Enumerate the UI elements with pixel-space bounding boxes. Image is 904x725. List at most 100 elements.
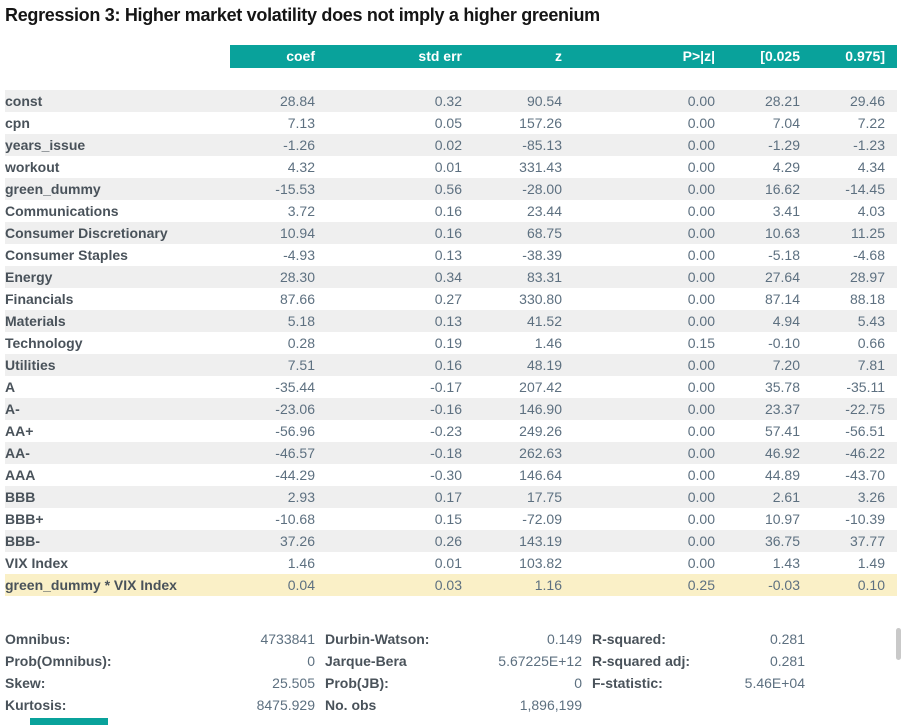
- cell-std-err: -0.17: [430, 379, 462, 395]
- cell-coef: -35.44: [275, 379, 315, 395]
- cell-std-err: 0.03: [434, 577, 462, 593]
- cell-ci-lower: 87.14: [764, 291, 800, 307]
- stat-label: Jarque-Bera: [325, 653, 407, 669]
- row-label: Financials: [5, 291, 74, 307]
- cell-ci-upper: 11.25: [851, 225, 885, 241]
- cell-ci-lower: 4.29: [772, 159, 800, 175]
- table-row: A -35.44 -0.17 207.42 0.00 35.78 -35.11: [5, 376, 897, 398]
- cell-p-value: 0.00: [687, 511, 715, 527]
- cell-z: 17.75: [526, 489, 562, 505]
- table-row: workout 4.32 0.01 331.43 0.00 4.29 4.34: [5, 156, 897, 178]
- table-row: Energy 28.30 0.34 83.31 0.00 27.64 28.97: [5, 266, 897, 288]
- cell-p-value: 0.00: [687, 203, 715, 219]
- stat-value: 0.281: [769, 653, 805, 669]
- cell-coef: 4.32: [287, 159, 315, 175]
- cell-p-value: 0.00: [687, 269, 715, 285]
- cell-p-value: 0.00: [687, 93, 715, 109]
- cell-p-value: 0.00: [687, 401, 715, 417]
- row-label: const: [5, 93, 43, 109]
- table-row: BBB- 37.26 0.26 143.19 0.00 36.75 37.77: [5, 530, 897, 552]
- cell-p-value: 0.00: [687, 225, 715, 241]
- cell-std-err: 0.19: [434, 335, 462, 351]
- cell-p-value: 0.00: [687, 159, 715, 175]
- cell-ci-upper: -10.39: [845, 511, 885, 527]
- cell-ci-lower: -0.03: [768, 577, 800, 593]
- cell-ci-lower: 36.75: [764, 533, 800, 549]
- cell-std-err: 0.16: [434, 203, 462, 219]
- cell-coef: 37.26: [279, 533, 315, 549]
- table-rows: const 28.84 0.32 90.54 0.00 28.21 29.46 cpn 7.13…: [5, 90, 897, 596]
- row-label: AAA: [5, 467, 36, 483]
- row-label: A-: [5, 401, 20, 417]
- col-header-z: z: [555, 48, 562, 64]
- cell-ci-lower: 46.92: [764, 445, 800, 461]
- cell-std-err: 0.26: [434, 533, 462, 549]
- cell-ci-upper: -1.23: [853, 137, 885, 153]
- stat-label: R-squared:: [592, 631, 666, 647]
- stat-label: Prob(JB):: [325, 675, 389, 691]
- cell-z: -38.39: [522, 247, 562, 263]
- cell-ci-upper: -22.75: [845, 401, 885, 417]
- col-header-coef: coef: [286, 48, 315, 64]
- cell-p-value: 0.00: [687, 357, 715, 373]
- scrollbar-thumb[interactable]: [896, 628, 901, 660]
- cell-ci-lower: 23.37: [764, 401, 800, 417]
- cell-std-err: 0.56: [434, 181, 462, 197]
- cell-ci-lower: 44.89: [764, 467, 800, 483]
- header-label-spacer: [5, 45, 230, 68]
- cell-z: 1.16: [534, 577, 562, 593]
- stat-label: Prob(Omnibus):: [5, 653, 112, 669]
- table-row: BBB+ -10.68 0.15 -72.09 0.00 10.97 -10.39: [5, 508, 897, 530]
- row-label: Technology: [5, 335, 83, 351]
- col-header-std-err: std err: [418, 48, 462, 64]
- stat-label: Omnibus:: [5, 631, 71, 647]
- cell-coef: 7.51: [287, 357, 315, 373]
- cell-p-value: 0.15: [687, 335, 715, 351]
- cell-z: 262.63: [519, 445, 562, 461]
- cell-z: 83.31: [526, 269, 562, 285]
- table-header-bar: coef std err z P>|z| [0.025 0.975]: [230, 45, 897, 68]
- cell-std-err: 0.01: [434, 555, 462, 571]
- stats-row: Skew: 25.505 Prob(JB): 0 F-statistic: 5.46E+0…: [5, 672, 897, 694]
- row-label: AA-: [5, 445, 30, 461]
- cell-z: 68.75: [526, 225, 562, 241]
- cell-ci-lower: 7.20: [772, 357, 800, 373]
- cell-ci-lower: 1.43: [772, 555, 800, 571]
- cell-z: 249.26: [519, 423, 562, 439]
- stat-value: 0.281: [769, 631, 805, 647]
- cell-std-err: 0.17: [434, 489, 462, 505]
- cell-std-err: -0.16: [430, 401, 462, 417]
- table-row: VIX Index 1.46 0.01 103.82 0.00 1.43 1.49: [5, 552, 897, 574]
- table-row: A- -23.06 -0.16 146.90 0.00 23.37 -22.75: [5, 398, 897, 420]
- cell-ci-lower: 27.64: [764, 269, 800, 285]
- cell-std-err: -0.23: [430, 423, 462, 439]
- table-row: green_dummy -15.53 0.56 -28.00 0.00 16.62 -14.…: [5, 178, 897, 200]
- cell-coef: 7.13: [287, 115, 315, 131]
- page-title: Regression 3: Higher market volatility d…: [5, 5, 600, 25]
- table-row: AA+ -56.96 -0.23 249.26 0.00 57.41 -56.51: [5, 420, 897, 442]
- regression-table: coef std err z P>|z| [0.025 0.975] const…: [5, 45, 897, 596]
- stat-value: 25.505: [272, 675, 315, 691]
- cell-std-err: -0.30: [430, 467, 462, 483]
- cell-z: 330.80: [519, 291, 562, 307]
- row-label: workout: [5, 159, 60, 175]
- table-row: const 28.84 0.32 90.54 0.00 28.21 29.46: [5, 90, 897, 112]
- cell-std-err: 0.15: [434, 511, 462, 527]
- cell-ci-lower: -5.18: [768, 247, 800, 263]
- cell-p-value: 0.00: [687, 445, 715, 461]
- col-header-p-value: P>|z|: [682, 48, 715, 64]
- cell-z: -72.09: [522, 511, 562, 527]
- table-row: Communications 3.72 0.16 23.44 0.00 3.41 4.03: [5, 200, 897, 222]
- row-label: years_issue: [5, 137, 86, 153]
- cell-std-err: 0.34: [434, 269, 462, 285]
- cell-ci-upper: -35.11: [846, 379, 885, 395]
- stat-label: No. obs: [325, 697, 377, 713]
- table-row: BBB 2.93 0.17 17.75 0.00 2.61 3.26: [5, 486, 897, 508]
- cell-p-value: 0.00: [687, 115, 715, 131]
- stat-label: Skew:: [5, 675, 46, 691]
- cell-std-err: 0.16: [434, 225, 462, 241]
- col-header-ci-lower: [0.025: [760, 48, 800, 64]
- row-label: Consumer Staples: [5, 247, 128, 263]
- cell-coef: -10.68: [275, 511, 315, 527]
